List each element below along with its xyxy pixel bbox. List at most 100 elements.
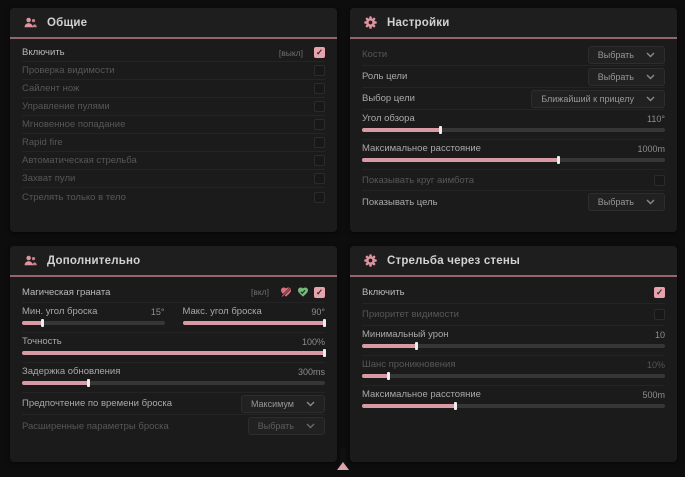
chevron-down-icon	[646, 199, 655, 205]
target-role-dropdown[interactable]: Выбрать	[587, 67, 665, 86]
heart-check-icon[interactable]	[297, 286, 309, 298]
cursor-triangle-icon	[337, 462, 349, 470]
header-divider	[350, 275, 677, 277]
fov-slider[interactable]	[362, 126, 665, 134]
wallbang-enable-checkbox[interactable]	[654, 287, 665, 298]
row-label: Rapid fire	[22, 137, 63, 148]
row-label: Приоритет видимости	[362, 309, 459, 320]
dropdown-value: Выбрать	[597, 49, 634, 60]
heart-slash-icon[interactable]	[280, 286, 292, 298]
visibility-check-checkbox[interactable]	[314, 65, 325, 76]
row-label: Захват пули	[22, 173, 76, 184]
row-label: Показывать цель	[362, 196, 438, 208]
header-divider	[350, 37, 677, 39]
chevron-down-icon	[306, 401, 315, 406]
bullet-capture-checkbox[interactable]	[314, 173, 325, 184]
chevron-down-icon	[646, 96, 655, 101]
row-bullet-control: Управление пулями	[22, 98, 325, 116]
enable-checkbox[interactable]	[314, 47, 325, 58]
row-advanced-params: Расширенные параметры броска Выбрать	[22, 415, 325, 437]
row-wallbang-max-distance: Максимальное расстояние 500m	[362, 386, 665, 415]
row-throw-angles: Мин. угол броска 15° Макс. угол броска 9…	[22, 303, 326, 333]
slider-handle[interactable]	[438, 126, 442, 134]
slider-handle[interactable]	[556, 156, 560, 164]
panel-additional-header: Дополнительно	[10, 246, 337, 275]
row-show-target: Показывать цель Выбрать	[362, 191, 665, 213]
chevron-down-icon	[646, 52, 655, 57]
dropdown-value: Ближайший к прицелу	[541, 93, 634, 104]
dropdown-value: Выбрать	[597, 197, 634, 207]
throw-time-pref-dropdown[interactable]: Максимум	[240, 394, 325, 413]
row-label: Максимальное расстояние	[362, 143, 481, 154]
row-fov: Угол обзора 110°	[362, 110, 665, 140]
row-label: Точность	[22, 336, 62, 347]
row-label: Магическая граната	[22, 286, 111, 298]
row-rapid-fire: Rapid fire	[22, 134, 325, 152]
dropdown-value: Выбрать	[597, 71, 634, 82]
row-label: Минимальный урон	[362, 329, 449, 340]
row-label: Автоматическая стрельба	[22, 155, 137, 166]
slider-handle[interactable]	[323, 349, 326, 357]
row-target-role: Роль цели Выбрать	[362, 66, 665, 88]
row-accuracy: Точность 100%	[22, 333, 326, 363]
panel-title: Дополнительно	[47, 254, 141, 267]
slider-handle[interactable]	[86, 379, 90, 387]
update-delay-slider[interactable]	[22, 379, 325, 387]
show-circle-checkbox[interactable]	[654, 174, 665, 186]
row-label: Роль цели	[362, 71, 408, 82]
min-damage-slider[interactable]	[362, 342, 665, 350]
people-icon	[23, 15, 38, 30]
magic-grenade-checkbox[interactable]	[314, 286, 325, 298]
row-bones: Кости Выбрать	[362, 44, 665, 66]
slider-handle[interactable]	[323, 319, 326, 327]
wallbang-max-distance-slider[interactable]	[362, 402, 665, 410]
slider-handle[interactable]	[41, 319, 45, 327]
panel-general: Общие Включить [выкл] Проверка видимости…	[10, 8, 337, 232]
show-target-dropdown[interactable]: Выбрать	[587, 193, 665, 211]
row-label: Максимальное расстояние	[362, 389, 481, 400]
rapid-fire-checkbox[interactable]	[314, 137, 325, 148]
keybind-hint: [вкл]	[250, 287, 269, 297]
row-label: Задержка обновления	[22, 366, 121, 377]
visibility-priority-checkbox[interactable]	[654, 309, 665, 320]
slider-handle[interactable]	[414, 342, 418, 350]
row-min-damage: Минимальный урон 10	[362, 326, 665, 356]
instant-hit-checkbox[interactable]	[314, 119, 325, 130]
max-throw-angle-slider[interactable]	[182, 319, 326, 327]
slider-value: 10	[654, 329, 665, 340]
panel-general-header: Общие	[10, 8, 337, 37]
row-target-select: Выбор цели Ближайший к прицелу	[362, 88, 665, 110]
accuracy-slider[interactable]	[22, 349, 326, 357]
row-label: Шанс проникновения	[362, 359, 456, 370]
row-enable: Включить [выкл]	[22, 44, 325, 62]
body-only-checkbox[interactable]	[314, 191, 325, 203]
cursor-stem	[340, 448, 346, 463]
panel-title: Стрельба через стены	[387, 254, 521, 267]
slider-value: 110°	[647, 113, 665, 124]
bones-dropdown[interactable]: Выбрать	[587, 45, 665, 64]
advanced-params-dropdown[interactable]: Выбрать	[247, 417, 325, 435]
slider-value: 500m	[642, 389, 665, 400]
row-label: Показывать круг аимбота	[362, 174, 475, 186]
panel-wallbang-header: Стрельба через стены	[350, 246, 677, 275]
min-throw-angle-slider[interactable]	[22, 319, 165, 327]
panel-title: Настройки	[387, 16, 450, 29]
row-update-delay: Задержка обновления 300ms	[22, 363, 325, 393]
penetration-chance-slider[interactable]	[362, 372, 665, 380]
max-distance-slider[interactable]	[362, 156, 665, 164]
gear-icon	[363, 253, 378, 268]
slider-handle[interactable]	[387, 372, 391, 380]
chevron-down-icon	[306, 423, 315, 429]
row-visibility-priority: Приоритет видимости	[362, 304, 665, 326]
slider-handle[interactable]	[453, 402, 457, 410]
row-label: Макс. угол броска	[182, 306, 262, 317]
target-select-dropdown[interactable]: Ближайший к прицелу	[531, 89, 665, 108]
auto-shoot-checkbox[interactable]	[314, 155, 325, 166]
dropdown-value: Максимум	[250, 398, 294, 409]
row-max-distance: Максимальное расстояние 1000m	[362, 140, 665, 170]
silent-knife-checkbox[interactable]	[314, 83, 325, 94]
row-wallbang-enable: Включить	[362, 282, 665, 304]
row-label: Угол обзора	[362, 113, 415, 124]
row-label: Управление пулями	[22, 101, 110, 112]
bullet-control-checkbox[interactable]	[314, 101, 325, 112]
